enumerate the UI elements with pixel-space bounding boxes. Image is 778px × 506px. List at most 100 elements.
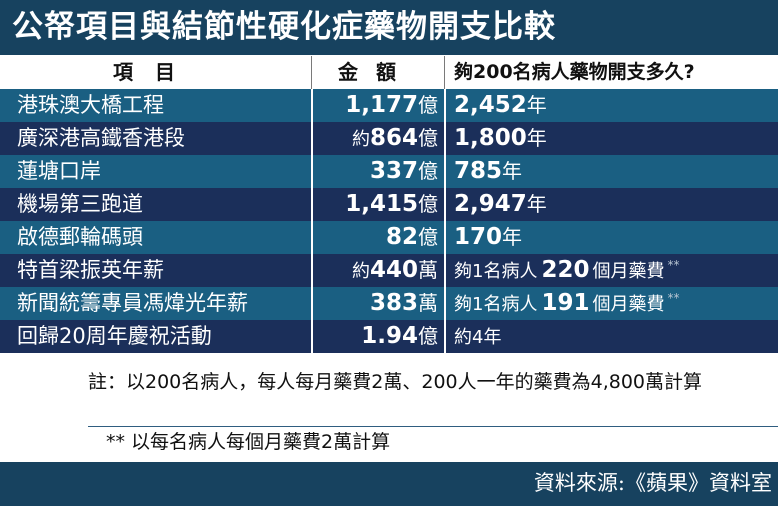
amount-value: 1,177 [345, 92, 418, 118]
table-row: 廣深港高鐵香港段 約864億 1,800年 [0, 122, 778, 155]
amount-value: 383 [369, 290, 418, 316]
column-divider [311, 254, 313, 287]
header-amount: 金額 [338, 60, 414, 84]
table-row: 港珠澳大橋工程 1,177億 2,452年 [0, 89, 778, 122]
column-divider [311, 287, 313, 320]
row-duration: 夠1名病人 220 個月藥費 ** [446, 254, 778, 287]
column-divider [311, 188, 313, 221]
amount-unit: 萬 [418, 291, 438, 315]
column-divider [444, 89, 446, 122]
duration-value: 2,452 [454, 92, 527, 118]
duration-prefix: 夠1名病人 [454, 294, 538, 315]
notes-divider [88, 426, 778, 427]
column-divider [311, 56, 312, 89]
header-duration: 夠200名病人藥物開支多久? [454, 61, 695, 83]
footnote-text: ** 以每名病人每個月藥費2萬計算 [106, 431, 391, 453]
amount-unit: 億 [418, 192, 438, 216]
table-row: 回歸20周年慶祝活動 1.94億 約4年 [0, 320, 778, 353]
column-divider [444, 155, 446, 188]
column-divider [444, 254, 446, 287]
amount-value: 440 [369, 257, 418, 283]
row-duration: 1,800年 [446, 122, 778, 155]
row-item: 港珠澳大橋工程 [17, 93, 164, 117]
footnote-mark: ** [667, 291, 680, 305]
duration-prefix: 約4年 [454, 327, 502, 348]
amount-unit: 億 [418, 159, 438, 183]
amount-value: 864 [369, 125, 418, 151]
duration-suffix: 個月藥費 [592, 261, 665, 282]
row-item: 新聞統籌專員馮煒光年薪 [17, 291, 248, 315]
row-duration: 夠1名病人 191 個月藥費 ** [446, 287, 778, 320]
duration-unit: 年 [526, 126, 547, 150]
amount-value: 337 [369, 158, 418, 184]
table-row: 蓮塘口岸 337億 785年 [0, 155, 778, 188]
amount-unit: 億 [418, 93, 438, 117]
table-row: 特首梁振英年薪 約440萬 夠1名病人 220 個月藥費 ** [0, 254, 778, 287]
duration-unit: 年 [502, 225, 523, 249]
row-duration: 約4年 [446, 320, 778, 353]
duration-value: 220 [541, 257, 590, 283]
title-bar: 公帑項目與結節性硬化症藥物開支比較 [0, 0, 778, 55]
row-amount: 383萬 [310, 287, 442, 320]
row-amount: 1,415億 [310, 188, 442, 221]
amount-prefix: 約 [351, 129, 370, 150]
duration-unit: 年 [526, 192, 547, 216]
duration-prefix: 夠1名病人 [454, 261, 538, 282]
column-divider [444, 56, 445, 89]
amount-unit: 億 [418, 225, 438, 249]
table-row: 新聞統籌專員馮煒光年薪 383萬 夠1名病人 191 個月藥費 ** [0, 287, 778, 320]
column-divider [444, 320, 446, 353]
row-amount: 337億 [310, 155, 442, 188]
source-credit: 資料來源:《蘋果》資料室 [533, 471, 772, 495]
row-duration: 785年 [446, 155, 778, 188]
row-duration: 2,452年 [446, 89, 778, 122]
amount-value: 1.94 [361, 323, 418, 349]
duration-value: 1,800 [454, 125, 527, 151]
duration-suffix: 個月藥費 [592, 294, 665, 315]
duration-value: 2,947 [454, 191, 527, 217]
row-amount: 1.94億 [310, 320, 442, 353]
column-divider [311, 155, 313, 188]
column-divider [311, 122, 313, 155]
duration-value: 191 [541, 290, 590, 316]
page-title: 公帑項目與結節性硬化症藥物開支比較 [12, 9, 556, 45]
row-item: 機場第三跑道 [17, 192, 143, 216]
amount-value: 1,415 [345, 191, 418, 217]
column-divider [444, 287, 446, 320]
row-item: 特首梁振英年薪 [17, 258, 164, 282]
row-amount: 約440萬 [310, 254, 442, 287]
column-divider [444, 221, 446, 254]
table-body: 港珠澳大橋工程 1,177億 2,452年 廣深港高鐵香港段 約864億 1,800年 蓮塘… [0, 89, 778, 353]
column-divider [444, 188, 446, 221]
column-divider [311, 221, 313, 254]
footnote-mark: ** [667, 258, 680, 272]
duration-unit: 年 [526, 93, 547, 117]
amount-unit: 億 [418, 126, 438, 150]
note-text: 註：以200名病人，每人每月藥費2萬、200人一年的藥費為4,800萬計算 [88, 371, 703, 393]
comparison-table: 項目 金額 夠200名病人藥物開支多久? 港珠澳大橋工程 1,177億 2,452年… [0, 56, 778, 353]
header-item: 項目 [113, 60, 197, 84]
amount-value: 82 [385, 224, 418, 250]
row-item: 回歸20周年慶祝活動 [17, 324, 212, 348]
row-item: 蓮塘口岸 [17, 159, 101, 183]
duration-value: 785 [454, 158, 503, 184]
table-row: 機場第三跑道 1,415億 2,947年 [0, 188, 778, 221]
row-duration: 170年 [446, 221, 778, 254]
amount-unit: 萬 [418, 258, 438, 282]
column-divider [311, 320, 313, 353]
amount-prefix: 約 [351, 261, 370, 282]
row-amount: 約864億 [310, 122, 442, 155]
row-duration: 2,947年 [446, 188, 778, 221]
row-amount: 1,177億 [310, 89, 442, 122]
duration-value: 170 [454, 224, 503, 250]
table-row: 啟德郵輪碼頭 82億 170年 [0, 221, 778, 254]
footer-bar: 資料來源:《蘋果》資料室 [0, 462, 778, 506]
duration-unit: 年 [502, 159, 523, 183]
table-header-row: 項目 金額 夠200名病人藥物開支多久? [0, 56, 778, 89]
row-amount: 82億 [310, 221, 442, 254]
row-item: 廣深港高鐵香港段 [17, 126, 185, 150]
row-item: 啟德郵輪碼頭 [17, 225, 143, 249]
amount-unit: 億 [418, 324, 438, 348]
column-divider [444, 122, 446, 155]
column-divider [311, 89, 313, 122]
